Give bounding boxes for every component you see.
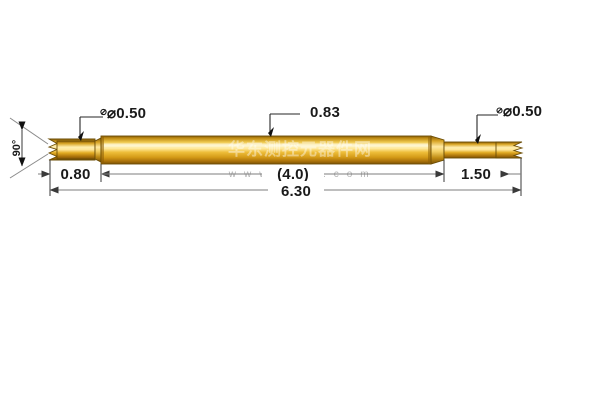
barrel-right-ring [428, 136, 431, 164]
diameter-symbol-right-icon [496, 107, 503, 114]
label-dim-left: 0.80 [61, 166, 91, 183]
barrel-specular [104, 143, 428, 147]
label-left-tip-diameter: ⌀0.50 [107, 105, 146, 122]
probe-pin-body [47, 135, 524, 165]
leader-arrow-left-tip [78, 131, 84, 141]
barrel-left-ring [101, 136, 104, 164]
label-dim-total: 6.30 [281, 183, 311, 200]
label-barrel-diameter: 0.83 [310, 104, 340, 121]
angle-annotation: 90° [9, 117, 49, 179]
right-plunger-shaft [443, 141, 505, 159]
right-shoulder [430, 135, 445, 165]
dimension-total-6-30: 6.30 [49, 181, 522, 200]
leader-right-diameter: ⌀0.50 [475, 103, 542, 144]
leader-arrow-barrel [268, 127, 274, 137]
left-shoulder [94, 137, 102, 163]
leader-barrel-diameter: 0.83 [268, 104, 340, 137]
dimension-barrel-4-0: (4.0) [101, 165, 444, 183]
label-right-tip-diameter: ⌀0.50 [503, 103, 542, 120]
dimension-right-1-50: 1.50 [432, 165, 521, 183]
label-dim-middle: (4.0) [277, 166, 309, 183]
leader-left-diameter: ⌀0.50 [78, 105, 146, 141]
watermark-chinese: 华东测控元器件网 [228, 139, 372, 160]
angle-label: 90° [11, 140, 23, 157]
left-plunger-shaft [56, 140, 96, 160]
leader-arrow-right-tip [475, 134, 481, 144]
diameter-symbol-left-icon [100, 108, 107, 116]
right-crown-tip [495, 141, 524, 159]
barrel-body [100, 135, 432, 165]
label-dim-right: 1.50 [461, 166, 491, 183]
